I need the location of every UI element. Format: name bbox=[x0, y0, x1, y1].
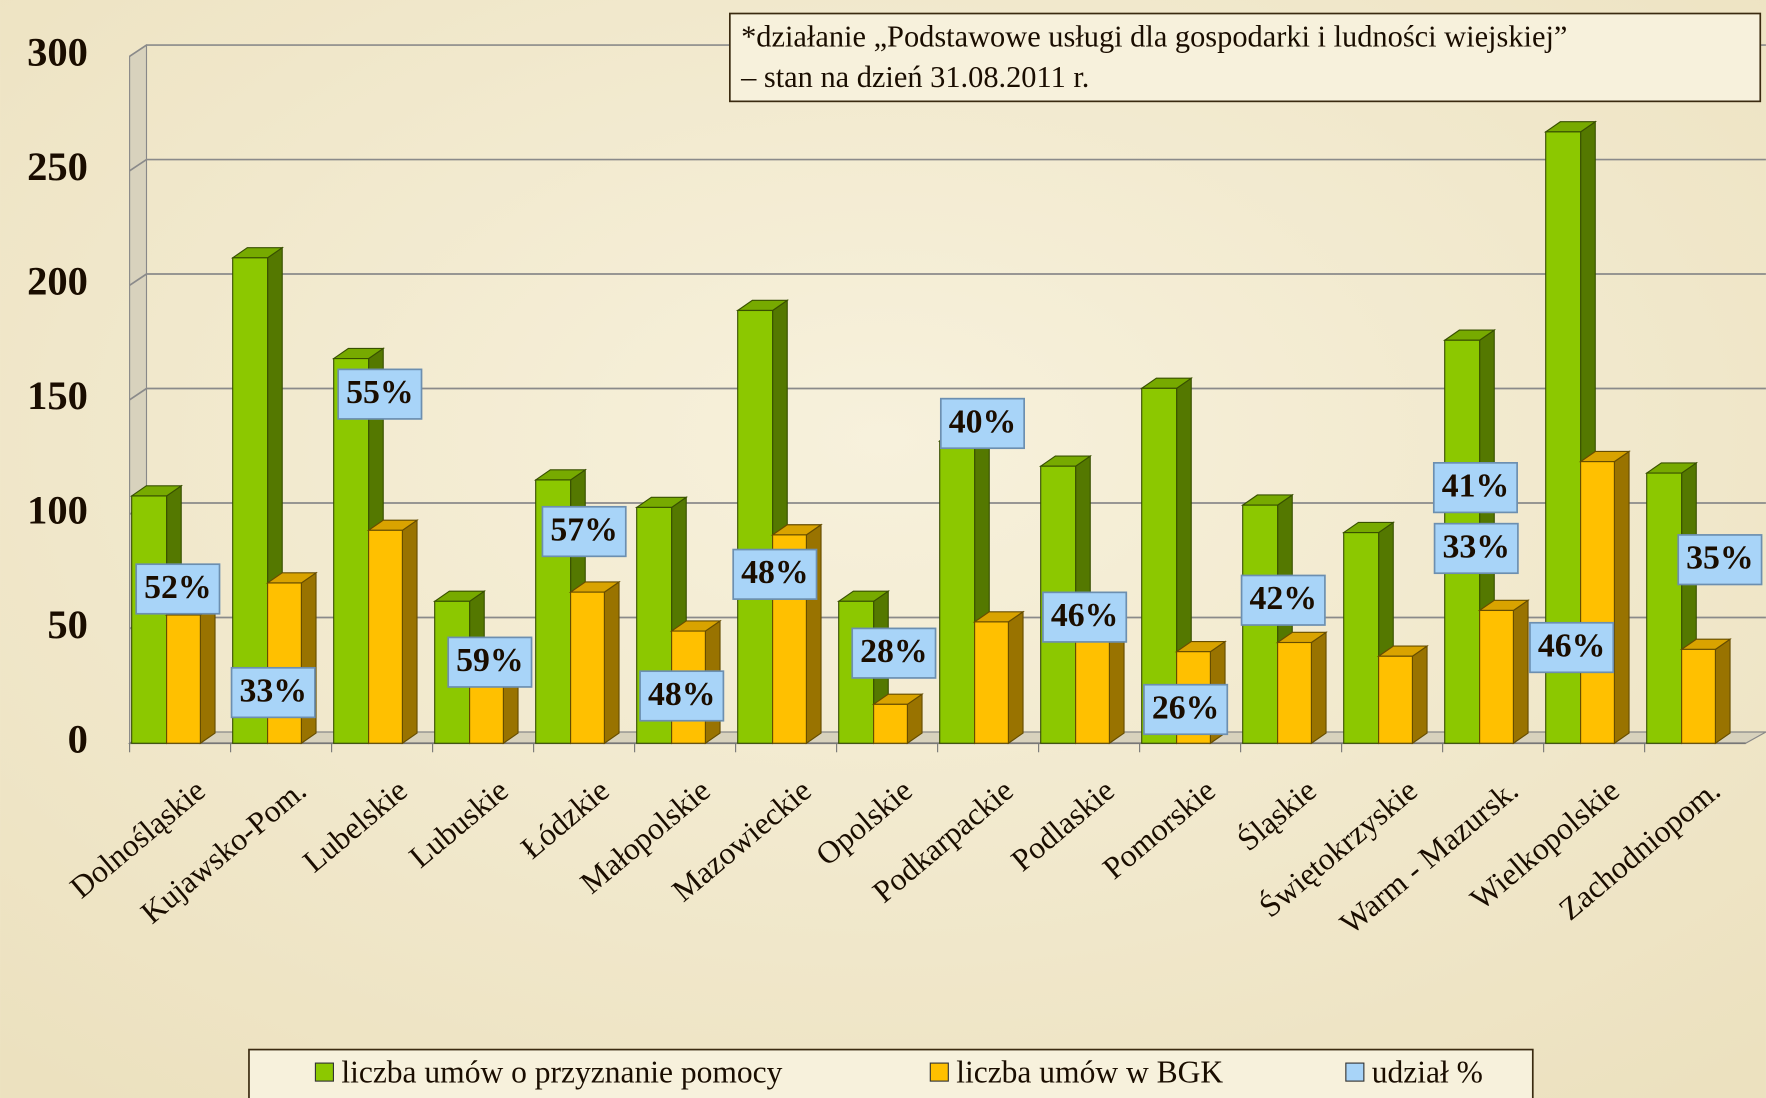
y-tick-label: 0 bbox=[68, 717, 88, 762]
legend-swatch bbox=[314, 1062, 334, 1082]
bar-side bbox=[1613, 450, 1630, 745]
percent-box bbox=[1529, 621, 1615, 674]
bar-side bbox=[1007, 610, 1024, 745]
bar-side bbox=[1310, 631, 1327, 745]
bar-front bbox=[1277, 641, 1312, 744]
grid-line bbox=[129, 273, 1766, 286]
bar-side bbox=[603, 580, 620, 745]
percent-label: 48% bbox=[741, 554, 809, 591]
percent-box bbox=[337, 368, 423, 420]
legend-label: liczba umów o przyznanie pomocy bbox=[341, 1055, 782, 1090]
bar bbox=[366, 519, 419, 745]
bar-front bbox=[939, 440, 976, 744]
percent-box bbox=[1677, 534, 1763, 586]
percent-label: 52% bbox=[144, 569, 212, 606]
legend-label: udział % bbox=[1372, 1055, 1483, 1090]
percent-label: 42% bbox=[1249, 580, 1317, 617]
legend-swatch bbox=[1345, 1062, 1365, 1082]
y-tick-label: 150 bbox=[27, 373, 88, 418]
bar-side bbox=[401, 519, 418, 745]
grid-line bbox=[129, 387, 1766, 401]
percent-box bbox=[851, 627, 937, 679]
bar bbox=[568, 580, 621, 745]
bar bbox=[735, 299, 790, 745]
bar-side bbox=[199, 603, 216, 745]
y-tick-label: 50 bbox=[47, 602, 88, 647]
percent-box bbox=[447, 636, 533, 688]
percent-box bbox=[732, 548, 818, 600]
bar bbox=[871, 693, 924, 745]
bar-front bbox=[131, 495, 168, 744]
y-tick-label: 250 bbox=[27, 144, 88, 189]
percent-label: 55% bbox=[346, 374, 414, 411]
bar bbox=[1477, 599, 1530, 745]
percent-box bbox=[135, 563, 221, 615]
bar-front bbox=[873, 703, 908, 744]
annotation: *działanie „Podstawowe usługi dla gospod… bbox=[741, 19, 1567, 53]
bar-front bbox=[1681, 648, 1716, 744]
bar-front bbox=[1479, 609, 1514, 744]
grid-line bbox=[129, 158, 1766, 172]
bar-side bbox=[1714, 638, 1731, 745]
legend-box bbox=[248, 1048, 1534, 1098]
bar bbox=[164, 603, 217, 745]
bar-front bbox=[1343, 532, 1380, 744]
percent-label: 28% bbox=[860, 633, 928, 670]
bar-front bbox=[737, 309, 774, 744]
bar-front bbox=[570, 591, 605, 744]
percent-label: 33% bbox=[239, 672, 307, 709]
percent-label: 33% bbox=[1442, 528, 1510, 565]
percent-box bbox=[1042, 591, 1128, 643]
bar-side bbox=[1411, 645, 1428, 745]
bar-front bbox=[1646, 472, 1683, 744]
bar bbox=[1376, 645, 1429, 745]
bar-front bbox=[368, 529, 403, 744]
percent-box bbox=[1433, 522, 1519, 575]
bar-front bbox=[1580, 461, 1615, 744]
y-tick-label: 300 bbox=[27, 30, 88, 75]
percent-box bbox=[639, 670, 725, 722]
bar-front bbox=[974, 621, 1009, 744]
percent-label: 59% bbox=[456, 642, 524, 679]
y-tick-label: 200 bbox=[27, 259, 88, 304]
bar-front bbox=[166, 614, 201, 744]
annotation: – stan na dzień 31.08.2011 r. bbox=[740, 60, 1089, 94]
legend-swatch bbox=[929, 1062, 949, 1082]
percent-box bbox=[939, 397, 1026, 450]
percent-label: 57% bbox=[550, 511, 618, 548]
bar bbox=[1578, 450, 1631, 745]
y-tick-label: 100 bbox=[27, 488, 88, 533]
percent-box bbox=[541, 505, 627, 558]
bar bbox=[1679, 638, 1732, 745]
percent-label: 35% bbox=[1686, 540, 1754, 577]
percent-box bbox=[1240, 574, 1326, 626]
bar-front bbox=[232, 257, 269, 744]
percent-box bbox=[1432, 462, 1518, 514]
bar-front bbox=[267, 582, 302, 744]
percent-box bbox=[1143, 683, 1229, 736]
percent-label: 48% bbox=[648, 676, 716, 713]
percent-label: 40% bbox=[949, 403, 1017, 440]
percent-box bbox=[230, 666, 316, 719]
bar-front bbox=[1378, 655, 1413, 744]
annotation-box bbox=[728, 12, 1762, 103]
bar bbox=[972, 610, 1025, 745]
percent-label: 41% bbox=[1442, 468, 1510, 505]
percent-label: 46% bbox=[1538, 627, 1606, 664]
percent-label: 46% bbox=[1051, 597, 1119, 634]
percent-label: 26% bbox=[1152, 689, 1220, 726]
bar-side bbox=[1512, 599, 1529, 745]
bar bbox=[1275, 631, 1328, 745]
legend-label: liczba umów w BGK bbox=[956, 1055, 1223, 1090]
bar-front bbox=[333, 358, 370, 744]
